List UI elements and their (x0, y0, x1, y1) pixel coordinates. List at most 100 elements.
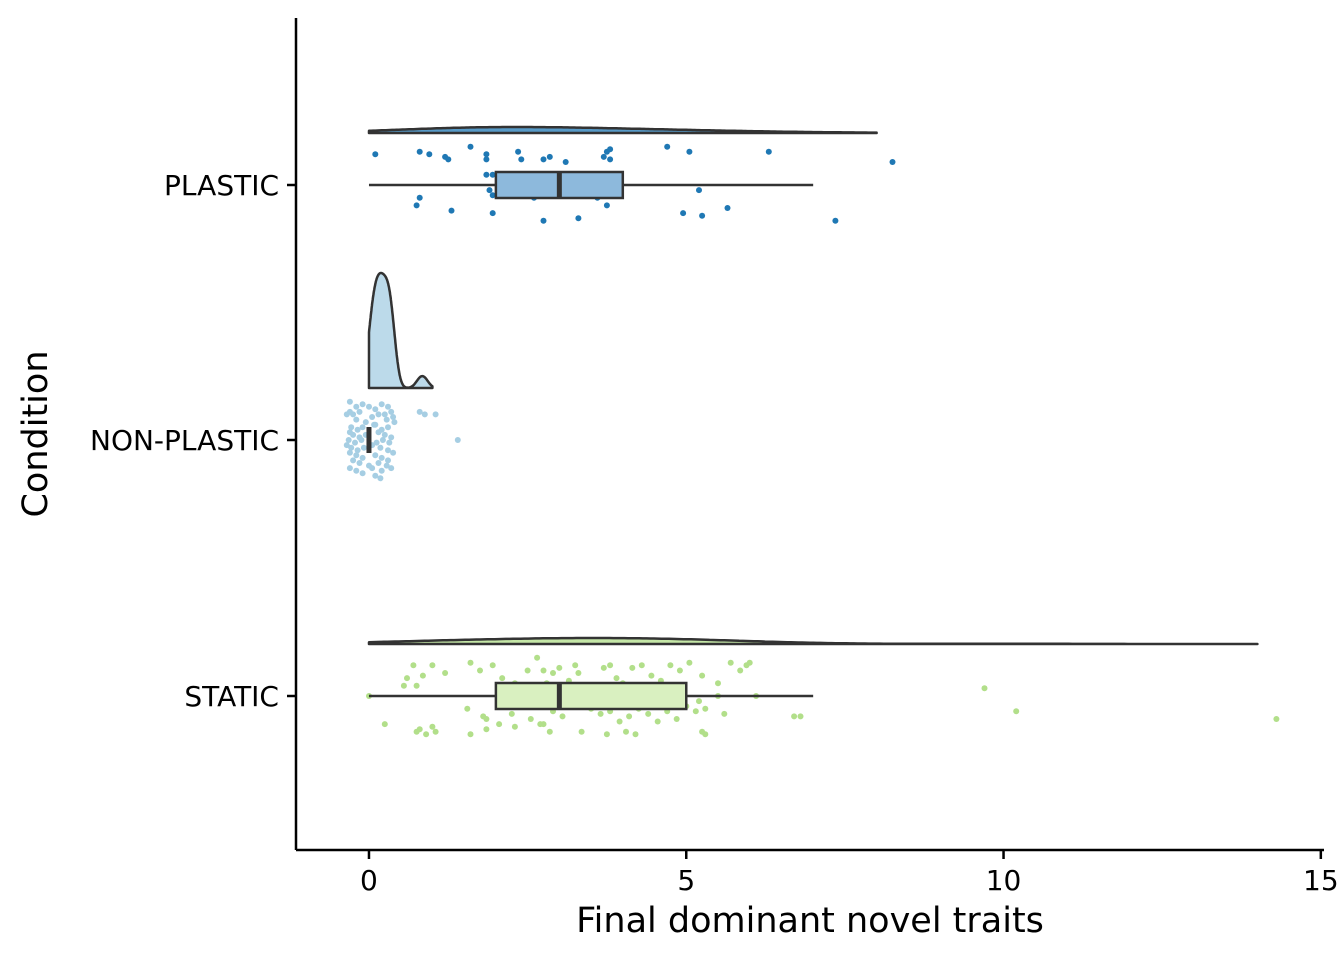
data-point (518, 156, 525, 163)
data-point (638, 662, 645, 669)
data-point (369, 465, 376, 472)
jittered-points (343, 143, 1280, 738)
data-point (483, 156, 490, 163)
data-point (603, 202, 610, 209)
data-point (359, 470, 366, 477)
data-point (359, 454, 366, 461)
data-point (832, 217, 839, 224)
data-point (511, 723, 518, 730)
data-point (600, 153, 607, 160)
data-point (527, 716, 534, 722)
data-point (381, 431, 388, 438)
data-point (746, 659, 753, 666)
data-point (676, 667, 683, 674)
data-point (343, 411, 350, 418)
data-point (353, 416, 360, 423)
data-point (390, 449, 397, 456)
data-point (379, 437, 386, 443)
data-point (607, 146, 614, 153)
data-point (540, 667, 547, 674)
data-point (400, 682, 407, 689)
y-tick-label: NON-PLASTIC (90, 424, 279, 457)
data-point (1013, 708, 1020, 715)
data-point (489, 171, 496, 178)
data-point (348, 424, 355, 431)
data-point (432, 728, 439, 735)
boxplots (366, 170, 814, 711)
data-point (404, 675, 410, 682)
data-point (388, 434, 395, 441)
data-point (358, 437, 365, 443)
data-point (632, 731, 639, 738)
data-point (423, 731, 430, 738)
data-point (372, 452, 379, 459)
data-point (686, 659, 693, 666)
data-point (467, 731, 474, 738)
data-point (616, 718, 623, 725)
data-point (356, 408, 363, 415)
data-point (372, 472, 379, 479)
data-point (540, 721, 547, 728)
data-point (362, 419, 369, 426)
data-point (381, 411, 388, 418)
data-point (673, 716, 680, 722)
data-point (378, 454, 385, 461)
axes (294, 18, 1324, 852)
data-point (371, 421, 378, 428)
data-point (353, 467, 360, 474)
data-point (356, 460, 363, 466)
data-point (686, 148, 693, 155)
data-point (696, 187, 702, 194)
data-point (375, 460, 382, 466)
data-point (369, 414, 376, 420)
data-point (607, 156, 614, 163)
data-point (623, 728, 629, 735)
data-point (721, 710, 728, 717)
x-tick-label: 5 (677, 864, 695, 897)
data-point (600, 664, 607, 671)
data-point (534, 654, 541, 661)
data-point (489, 662, 496, 669)
data-point (765, 148, 772, 155)
data-point (664, 143, 671, 150)
data-point (385, 424, 391, 431)
data-point (645, 710, 652, 717)
data-point (445, 156, 452, 163)
data-point (359, 424, 366, 431)
data-point (416, 194, 423, 201)
data-point (377, 444, 384, 451)
data-point (981, 685, 988, 692)
density-cloud (367, 271, 434, 390)
data-point (797, 713, 804, 720)
data-point (715, 680, 721, 687)
x-axis-title: Final dominant novel traits (576, 901, 1044, 941)
data-point (391, 419, 398, 426)
data-point (385, 403, 391, 410)
data-point (413, 682, 420, 689)
data-point (477, 667, 483, 674)
data-point (375, 411, 382, 418)
data-point (572, 662, 579, 669)
data-point (372, 151, 379, 158)
data-point (383, 462, 390, 469)
data-point (366, 403, 372, 410)
data-point (483, 726, 490, 733)
data-point (386, 439, 393, 446)
data-point (350, 411, 357, 418)
data-point (421, 411, 428, 418)
data-point (467, 143, 474, 150)
density-clouds (367, 125, 1259, 646)
data-point (629, 664, 636, 671)
data-point (603, 731, 610, 738)
data-point (373, 439, 380, 446)
data-point (575, 215, 582, 222)
data-point (377, 475, 384, 482)
data-point (390, 414, 397, 420)
x-tick-label: 0 (360, 864, 378, 897)
x-tick-label: 10 (986, 864, 1022, 897)
data-point (692, 708, 699, 715)
data-point (378, 467, 385, 474)
data-point (360, 444, 367, 451)
data-point (464, 705, 471, 712)
data-point (346, 465, 353, 472)
